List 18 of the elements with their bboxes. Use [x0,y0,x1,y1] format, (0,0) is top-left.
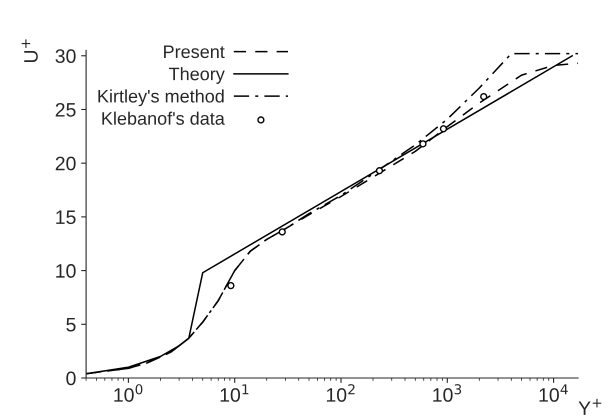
legend-label: Kirtley's method [98,89,224,106]
y-axis-title: U$^{+}$ [22,39,38,62]
x-tick-label: 10$^{4}$ [540,384,568,402]
y-tick-label: 0 [66,371,76,386]
x-tick-label: 10$^{0}$ [114,384,142,402]
x-tick-label: 10$^{1}$ [220,384,248,402]
y-tick-label: 15 [56,210,76,224]
y-tick-label: 5 [66,318,76,332]
x-axis-title: Y$^{+}$ [578,398,602,415]
x-tick-label: 10$^{3}$ [433,384,462,402]
y-tick-label: 20 [56,156,76,170]
legend-label: Theory [169,67,225,84]
y-tick-label: 25 [56,102,76,117]
legend-label: Klebanof's data [102,112,225,125]
y-tick-label: 30 [55,49,76,64]
y-tick-label: 10 [56,264,76,278]
x-tick-label: 10$^{2}$ [326,384,355,402]
legend-label: Present [164,46,225,58]
